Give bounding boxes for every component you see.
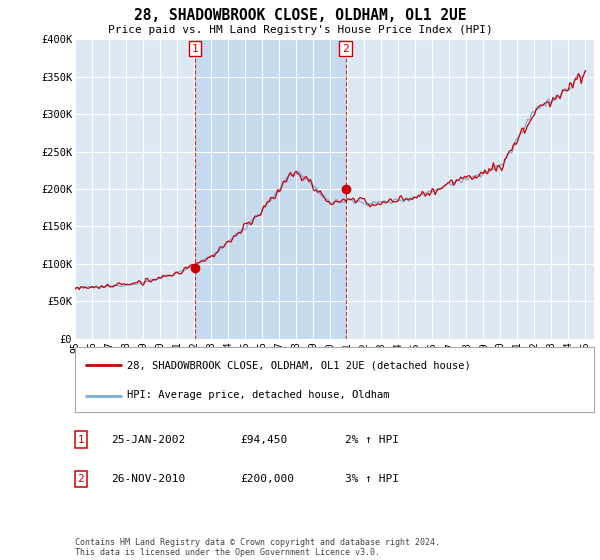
Text: £200,000: £200,000 <box>240 474 294 484</box>
Bar <box>196 39 346 339</box>
Text: Price paid vs. HM Land Registry's House Price Index (HPI): Price paid vs. HM Land Registry's House … <box>107 25 493 35</box>
Text: 1: 1 <box>192 44 199 54</box>
Text: 2: 2 <box>77 474 85 484</box>
Text: 26-NOV-2010: 26-NOV-2010 <box>111 474 185 484</box>
Text: 3% ↑ HPI: 3% ↑ HPI <box>345 474 399 484</box>
Text: £94,450: £94,450 <box>240 435 287 445</box>
Text: 2% ↑ HPI: 2% ↑ HPI <box>345 435 399 445</box>
Text: 25-JAN-2002: 25-JAN-2002 <box>111 435 185 445</box>
Text: 2: 2 <box>342 44 349 54</box>
Text: 28, SHADOWBROOK CLOSE, OLDHAM, OL1 2UE (detached house): 28, SHADOWBROOK CLOSE, OLDHAM, OL1 2UE (… <box>127 360 470 370</box>
Text: 28, SHADOWBROOK CLOSE, OLDHAM, OL1 2UE: 28, SHADOWBROOK CLOSE, OLDHAM, OL1 2UE <box>134 8 466 24</box>
Text: 1: 1 <box>77 435 85 445</box>
Text: Contains HM Land Registry data © Crown copyright and database right 2024.
This d: Contains HM Land Registry data © Crown c… <box>75 538 440 557</box>
Text: HPI: Average price, detached house, Oldham: HPI: Average price, detached house, Oldh… <box>127 390 389 400</box>
